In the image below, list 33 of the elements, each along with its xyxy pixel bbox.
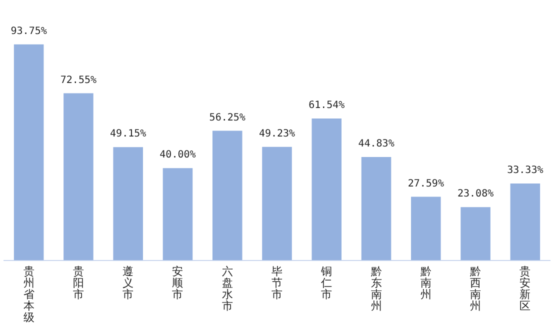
data-label: 72.55% [60,74,97,86]
bar [64,93,94,260]
x-tick-label: 贵州省本级 [23,264,34,324]
bar [14,44,44,260]
data-label: 40.00% [160,150,196,161]
data-label: 61.54% [308,100,345,112]
data-label: 27.59% [408,178,444,190]
x-tick-label: 铜仁市 [320,264,332,301]
data-label: 49.23% [258,128,296,140]
bar [212,130,242,260]
data-label: 44.83% [358,138,394,150]
x-tick-label: 遵义市 [122,264,134,301]
bar [361,157,392,260]
x-tick-label: 黔南州 [419,264,432,301]
x-tick-label: 贵阳市 [72,264,84,301]
bar [262,146,292,260]
x-tick-label: 安顺市 [172,264,184,301]
bar [312,118,342,260]
x-tick-label: 毕节市 [272,264,282,301]
data-label: 49.15% [110,128,146,140]
bar [162,168,193,260]
bar [113,147,143,260]
x-tick-label: 黔西南州 [469,264,482,313]
data-label: 33.33% [507,165,544,176]
bar [460,207,490,260]
data-label: 93.75% [10,26,47,37]
x-tick-label: 贵安新区 [520,264,531,313]
data-label: 23.08% [457,188,494,200]
bar [510,184,540,260]
x-tick-label: 六盘水市 [222,264,233,313]
data-label: 56.25% [209,112,246,124]
x-tick-label: 黔东南州 [370,264,382,313]
bar [411,196,441,260]
